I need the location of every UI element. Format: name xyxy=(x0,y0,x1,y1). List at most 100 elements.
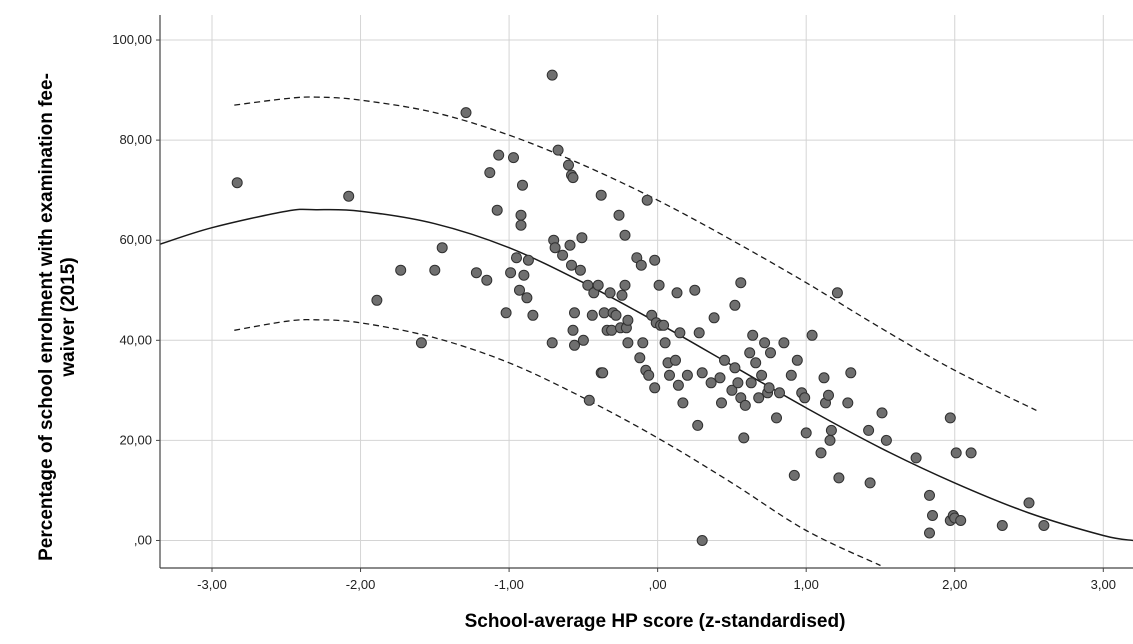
scatter-point xyxy=(833,472,845,484)
scatter-point xyxy=(747,329,759,341)
scatter-point xyxy=(521,292,533,304)
scatter-point xyxy=(693,327,705,339)
scatter-point xyxy=(546,337,558,349)
scatter-point xyxy=(395,264,407,276)
scatter-point xyxy=(842,397,854,409)
scatter-point xyxy=(592,279,604,291)
scatter-point xyxy=(671,287,683,299)
scatter-point xyxy=(518,269,530,281)
scatter-point xyxy=(527,309,539,321)
scatter-point xyxy=(729,299,741,311)
ci-lower-line xyxy=(234,319,881,567)
y-tick-label: 60,00 xyxy=(119,232,152,247)
scatter-point xyxy=(514,284,525,296)
scatter-point xyxy=(955,515,967,526)
scatter-point xyxy=(343,190,355,202)
scatter-point xyxy=(576,232,588,244)
scatter-point xyxy=(756,369,768,381)
scatter-point xyxy=(831,287,843,299)
scatter-point xyxy=(595,189,607,201)
fit-line-group xyxy=(160,208,1133,542)
scatter-point xyxy=(689,284,701,296)
scatter-point xyxy=(563,159,574,171)
scatter-point xyxy=(759,337,771,349)
scatter-point xyxy=(815,447,827,459)
scatter-point xyxy=(491,204,503,216)
confidence-band-lines xyxy=(234,96,1037,567)
y-tick-label: 100,00 xyxy=(112,32,152,47)
scatter-point xyxy=(515,209,527,221)
x-tick-label: -2,00 xyxy=(346,577,376,592)
scatter-point xyxy=(567,172,579,184)
ci-upper-line xyxy=(234,96,1037,411)
gridlines xyxy=(160,15,1133,568)
scatter-point xyxy=(677,397,689,409)
scatter-point xyxy=(1038,520,1050,531)
scatter-point xyxy=(574,264,586,276)
scatter-point xyxy=(876,407,888,419)
x-tick-label: ,00 xyxy=(649,577,667,592)
data-points xyxy=(231,69,1050,546)
x-tick-label: -3,00 xyxy=(197,577,227,592)
scatter-point xyxy=(649,382,661,394)
scatter-point xyxy=(681,369,693,381)
scatter-point xyxy=(996,520,1008,531)
scatter-point xyxy=(493,149,505,161)
scatter-point xyxy=(806,329,818,341)
scatter-point xyxy=(569,339,580,351)
scatter-point xyxy=(726,384,738,396)
scatter-point xyxy=(753,392,765,404)
scatter-point xyxy=(719,354,730,366)
scatter-point xyxy=(549,242,561,254)
scatter-point xyxy=(604,287,616,299)
scatter-point xyxy=(732,377,744,389)
scatter-point xyxy=(557,249,569,261)
scatter-point xyxy=(586,309,598,321)
scatter-point xyxy=(750,357,762,369)
scatter-point xyxy=(577,334,589,346)
scatter-point xyxy=(791,354,803,366)
scatter-point xyxy=(470,267,482,279)
scatter-point xyxy=(785,369,797,381)
scatter-point xyxy=(692,419,704,431)
scatter-point xyxy=(371,294,383,306)
scatter-point xyxy=(729,362,741,374)
scatter-point xyxy=(616,289,628,301)
scatter-point xyxy=(824,434,836,446)
scatter-point xyxy=(716,397,727,409)
scatter-point xyxy=(799,392,811,404)
scatter-point xyxy=(696,367,708,379)
scatter-point xyxy=(1023,497,1035,509)
scatter-point xyxy=(924,527,935,539)
scatter-point xyxy=(659,337,671,349)
x-axis-title: School-average HP score (z-standardised) xyxy=(465,611,846,632)
scatter-point xyxy=(825,424,837,436)
scatter-point xyxy=(597,367,609,379)
scatter-point xyxy=(927,510,938,521)
fit-line xyxy=(160,208,1133,542)
scatter-point xyxy=(511,252,522,264)
scatter-point xyxy=(818,372,830,384)
scatter-point xyxy=(705,377,717,389)
scatter-point xyxy=(415,337,427,349)
scatter-point xyxy=(965,447,977,459)
scatter-point xyxy=(508,152,519,164)
scatter-point xyxy=(515,219,527,231)
scatter-point xyxy=(664,369,675,381)
scatter-point xyxy=(546,69,558,81)
scatter-point xyxy=(641,194,653,206)
scatter-point xyxy=(619,229,631,241)
scatter-point xyxy=(564,239,576,251)
scatter-point xyxy=(670,354,681,366)
scatter-point xyxy=(823,389,834,401)
scatter-point xyxy=(484,167,496,179)
scatter-point xyxy=(910,452,922,464)
scatter-point xyxy=(613,209,625,221)
scatter-point xyxy=(744,347,756,359)
scatter-point xyxy=(763,382,775,394)
y-tick-label: 80,00 xyxy=(119,132,152,147)
scatter-point xyxy=(460,107,472,119)
scatter-point xyxy=(635,259,647,271)
